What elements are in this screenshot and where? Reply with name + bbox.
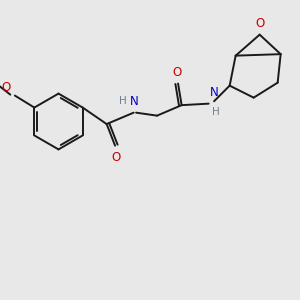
Text: O: O [256,17,265,31]
Text: O: O [111,151,121,164]
Text: O: O [173,66,182,79]
Text: N: N [210,86,219,100]
Text: O: O [2,81,11,94]
Text: H: H [119,96,127,106]
Text: N: N [130,95,139,108]
Text: H: H [212,106,220,117]
